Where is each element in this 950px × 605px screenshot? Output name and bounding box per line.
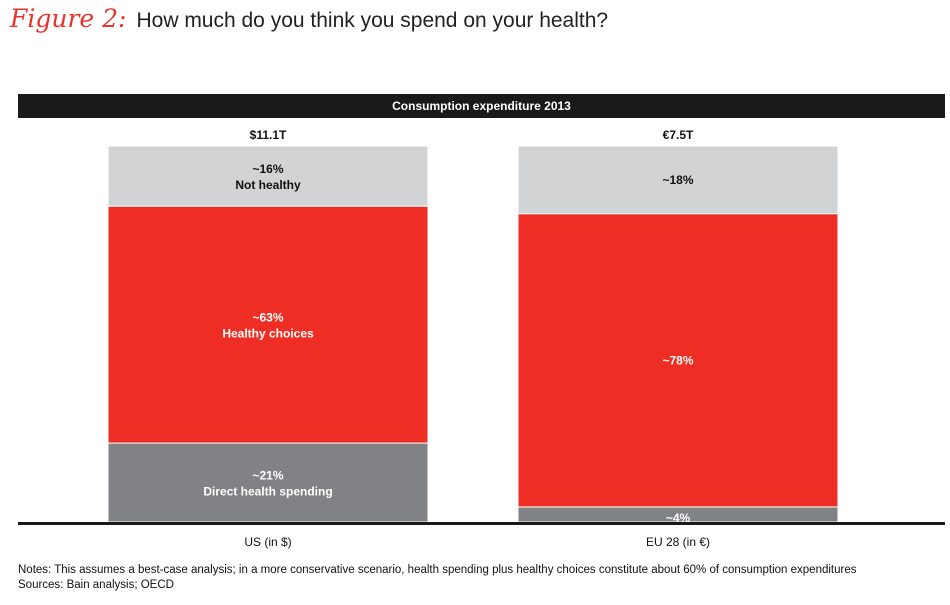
sources-text: Sources: Bain analysis; OECD [18,579,174,591]
segment-label-0-2: ~16% [252,162,283,176]
chart-title: Consumption expenditure 2013 [392,99,571,113]
chart-header-bar: Consumption expenditure 2013 [18,94,945,118]
figure-question: How much do you think you spend on your … [136,9,609,32]
bar-total-1: €7.5T [663,128,694,142]
notes-text: Notes: This assumes a best-case analysis… [18,564,857,576]
notes-block: Notes: This assumes a best-case analysis… [18,563,856,593]
figure-label: Figure 2: [10,4,127,33]
figure-title: Figure 2: How much do you think you spen… [10,4,608,40]
bar-total-0: $11.1T [250,128,287,142]
segment-name-0-0: Direct health spending [203,485,332,499]
segment-name-0-2: Not healthy [235,178,301,192]
stacked-bar-chart: ~21% Direct health spending ~63% Healthy ch… [18,128,945,549]
segment-label-0-1: ~63% [252,311,283,325]
bar-segment-0-2 [107,145,429,207]
bar-segment-1-1 [517,213,839,508]
segment-label-0-0: ~21% [252,469,283,483]
bar-segment-1-2 [517,145,839,215]
segment-name-0-1: Healthy choices [222,327,314,341]
bar-segment-0-1 [107,205,429,444]
x-tick-label-1: EU 28 (in €) [646,535,710,549]
segment-label-1-2: ~18% [662,173,693,187]
segment-label-1-0: ~4% [666,511,691,525]
segment-label-1-1: ~78% [662,353,693,367]
x-tick-label-0: US (in $) [244,535,291,549]
